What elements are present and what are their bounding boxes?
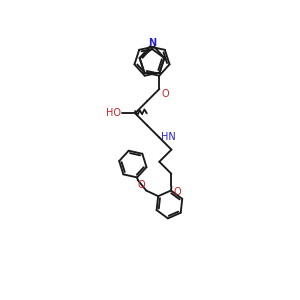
Text: O: O: [173, 188, 181, 197]
Text: HO: HO: [106, 108, 122, 118]
Text: HN: HN: [161, 133, 176, 142]
Text: O: O: [138, 180, 145, 190]
Text: O: O: [161, 89, 169, 100]
Text: N: N: [148, 38, 156, 47]
